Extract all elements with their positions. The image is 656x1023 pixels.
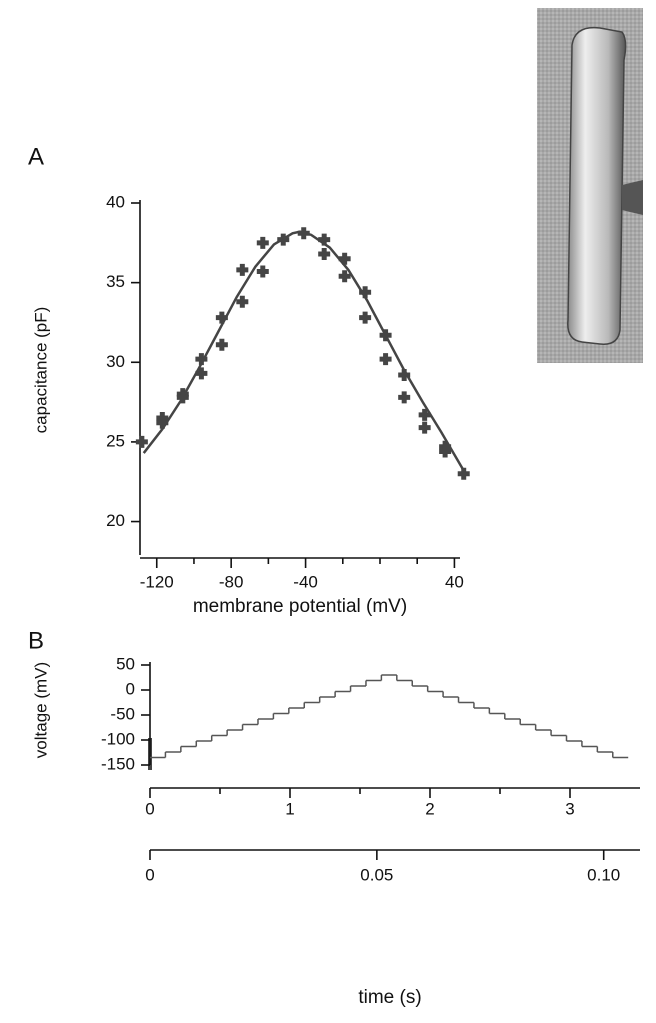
data-point: [359, 286, 372, 299]
y-tick-label: 50: [116, 654, 135, 673]
data-point: [215, 311, 228, 324]
data-point: [277, 233, 290, 246]
x-tick-label: 0.10: [587, 865, 620, 884]
data-point: [338, 252, 351, 265]
data-point: [439, 445, 452, 458]
x-tick-label: 0: [145, 865, 154, 884]
y-tick-label: -100: [101, 729, 135, 748]
y-tick-label: -150: [101, 754, 135, 773]
data-point: [318, 247, 331, 260]
x-tick-label: 2: [425, 799, 434, 818]
data-point: [297, 227, 310, 240]
x-tick-label: -40: [293, 572, 318, 591]
x-axis-label: membrane potential (mV): [193, 596, 407, 617]
inset-photo: [537, 8, 643, 363]
data-point: [318, 233, 331, 246]
data-point: [135, 435, 148, 448]
data-point: [418, 421, 431, 434]
data-point: [256, 236, 269, 249]
y-tick-label: -50: [110, 704, 135, 723]
x-tick-label: 3: [565, 799, 574, 818]
x-axis-label: time (s): [358, 987, 421, 1008]
y-tick-label: 25: [106, 431, 125, 450]
data-point: [215, 338, 228, 351]
data-point: [195, 353, 208, 366]
y-tick-label: 0: [126, 679, 135, 698]
y-tick-label: 20: [106, 511, 125, 530]
data-point: [379, 353, 392, 366]
data-point: [256, 265, 269, 278]
data-point: [236, 263, 249, 276]
y-axis-label: voltage (mV): [31, 662, 50, 758]
data-point: [379, 329, 392, 342]
x-tick-label: -80: [219, 572, 244, 591]
data-point: [359, 311, 372, 324]
data-point: [236, 295, 249, 308]
x-tick-label: 0.05: [360, 865, 393, 884]
y-tick-label: 40: [106, 192, 125, 211]
panel-label: B: [28, 627, 44, 654]
data-point: [338, 270, 351, 283]
data-point: [398, 369, 411, 382]
data-point: [195, 367, 208, 380]
data-point: [418, 408, 431, 421]
y-tick-label: 30: [106, 352, 125, 371]
panel-label: A: [28, 143, 44, 170]
y-axis-label: capacitance (pF): [31, 307, 50, 434]
data-point: [457, 467, 470, 480]
y-tick-label: 35: [106, 272, 125, 291]
fit-line: [142, 230, 465, 472]
x-tick-label: 1: [285, 799, 294, 818]
x-tick-label: 40: [445, 572, 464, 591]
data-point: [398, 391, 411, 404]
data-point: [156, 416, 169, 429]
x-tick-label: -120: [140, 572, 174, 591]
data-point: [176, 391, 189, 404]
x-tick-label: 0: [145, 799, 154, 818]
